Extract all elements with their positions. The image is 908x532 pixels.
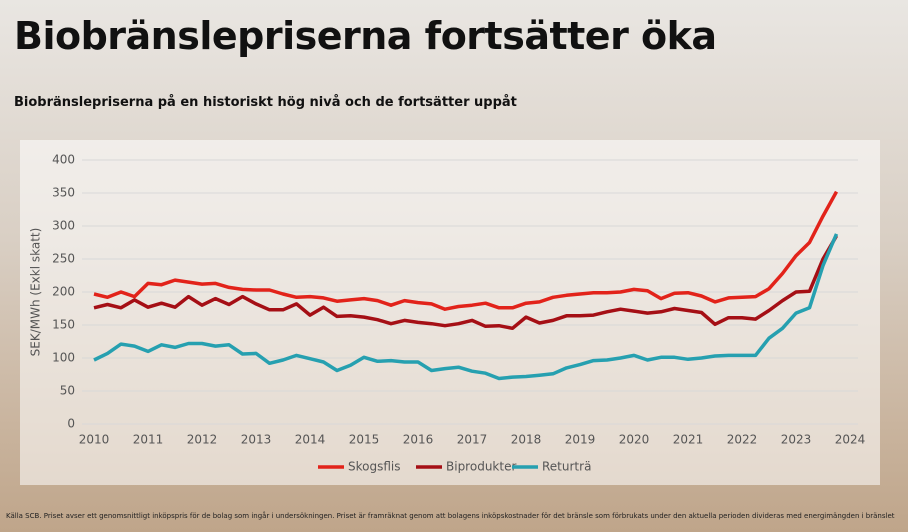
subtitle: Biobränslepriserna på en historiskt hög …	[14, 95, 517, 110]
y-tick-label: 100	[52, 351, 75, 365]
chart: SEK/MWh (Exkl skatt) 0 50 100 150 200 250 300 3…	[20, 140, 880, 485]
source-note: Källa SCB. Priset avser ett genomsnittli…	[6, 512, 895, 520]
series-line	[93, 235, 839, 331]
title: Biobränslepriserna fortsätter öka	[14, 14, 717, 58]
x-tick-label: 2020	[619, 433, 650, 447]
series-line	[93, 233, 839, 381]
x-tick-label: 2016	[403, 433, 434, 447]
y-tick-label: 150	[52, 318, 75, 332]
x-tick-label: 2019	[565, 433, 596, 447]
x-tick-label: 2015	[349, 433, 380, 447]
x-tick-label: 2018	[511, 433, 542, 447]
legend-label: Biprodukter	[446, 460, 516, 474]
x-tick-label: 2021	[673, 433, 704, 447]
x-tick-label: 2024	[835, 433, 866, 447]
legend-label: Returträ	[542, 460, 591, 474]
x-tick-label: 2023	[781, 433, 812, 447]
y-tick-label: 250	[52, 252, 75, 266]
x-tick-label: 2017	[457, 433, 488, 447]
x-tick-label: 2012	[187, 433, 218, 447]
x-tick-label: 2013	[241, 433, 272, 447]
x-tick-label: 2011	[133, 433, 164, 447]
y-tick-label: 200	[52, 285, 75, 299]
chart-panel	[20, 140, 880, 485]
y-axis-label: SEK/MWh (Exkl skatt)	[29, 228, 43, 357]
x-tick-label: 2022	[727, 433, 758, 447]
x-tick-label: 2014	[295, 433, 326, 447]
y-tick-label: 0	[67, 417, 75, 431]
legend-label: Skogsflis	[348, 460, 401, 474]
y-tick-label: 350	[52, 186, 75, 200]
y-tick-label: 300	[52, 219, 75, 233]
y-tick-label: 400	[52, 153, 75, 167]
series-line	[93, 190, 839, 311]
x-tick-label: 2010	[79, 433, 110, 447]
y-tick-label: 50	[60, 384, 75, 398]
